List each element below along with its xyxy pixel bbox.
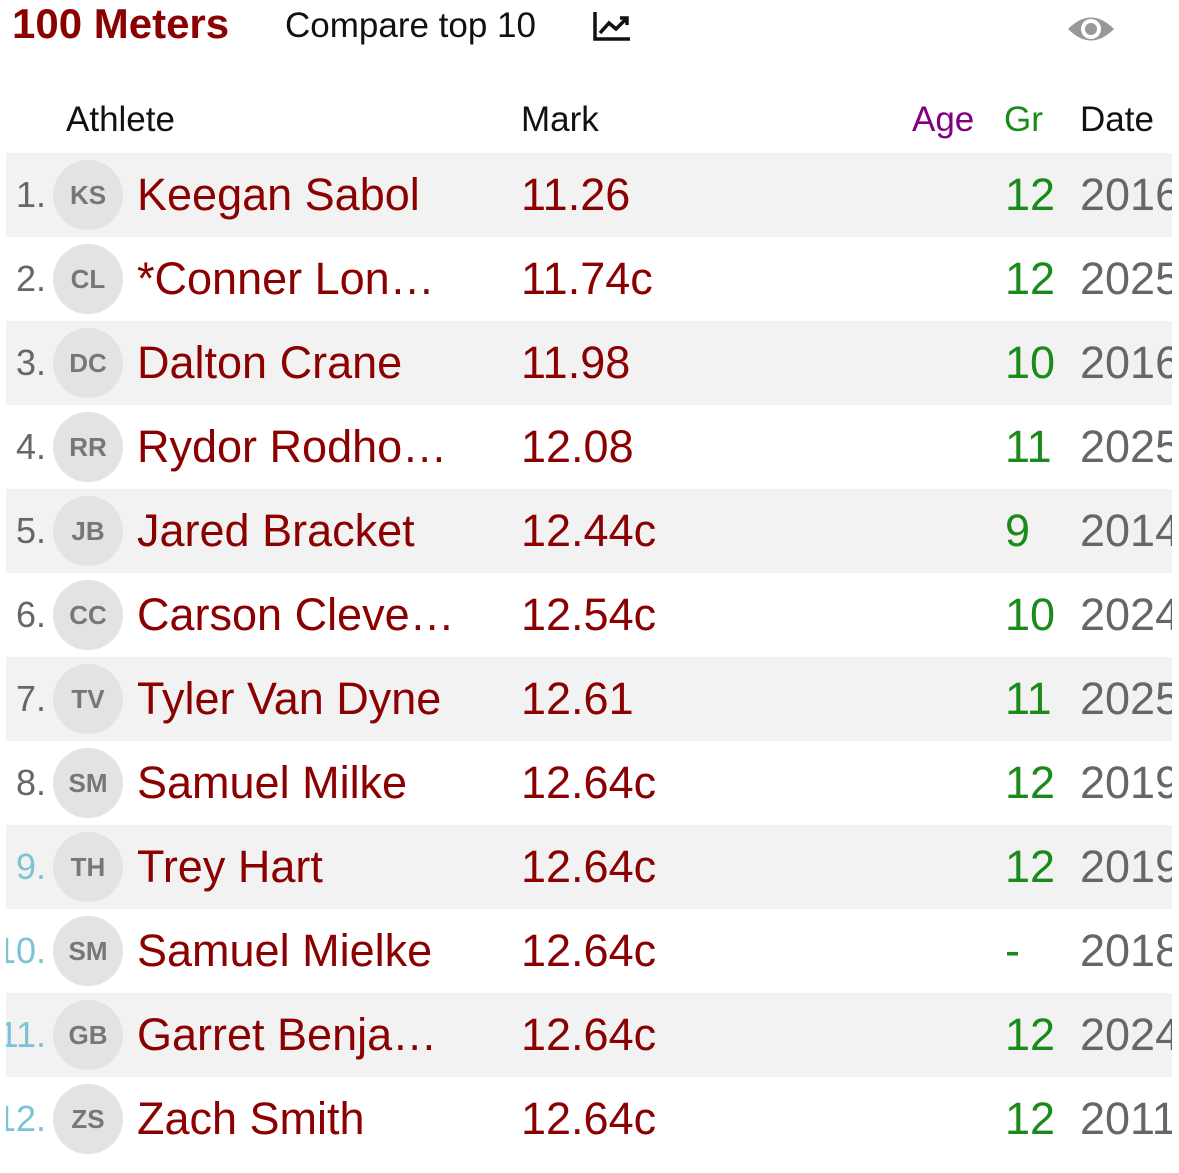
grade: 10 xyxy=(1005,589,1056,640)
athlete-name[interactable]: Jared Bracket xyxy=(137,505,415,556)
rank: 8. xyxy=(15,762,46,803)
mark: 12.64c xyxy=(521,925,657,976)
table-row[interactable]: 2. CL *Conner Lon… 11.74c 12 2025 xyxy=(6,237,1172,321)
avatar-initials: CC xyxy=(53,580,123,650)
rank: 7. xyxy=(15,678,46,719)
mark: 12.64c xyxy=(521,1093,657,1144)
rank: 10. xyxy=(6,930,46,971)
date: 2019 xyxy=(1080,757,1172,808)
date: 2019 xyxy=(1080,841,1172,892)
visibility-icon[interactable] xyxy=(1066,12,1116,46)
avatar-initials: JB xyxy=(53,496,123,566)
mark: 12.44c xyxy=(521,505,657,556)
athlete-name[interactable]: Carson Cleve… xyxy=(137,589,455,640)
table-row[interactable]: 8. SM Samuel Milke 12.64c 12 2019 xyxy=(6,741,1172,825)
rank: 5. xyxy=(15,510,46,551)
avatar-initials: SM xyxy=(53,916,123,986)
mark: 12.08 xyxy=(521,421,634,472)
grade: 12 xyxy=(1005,169,1056,220)
avatar-initials: SM xyxy=(53,748,123,818)
avatar-initials: GB xyxy=(53,1000,123,1070)
avatar-initials: CL xyxy=(53,244,123,314)
athlete-name[interactable]: Samuel Milke xyxy=(137,757,408,808)
rank: 4. xyxy=(15,426,46,467)
compare-link[interactable]: Compare top 10 xyxy=(285,6,536,45)
column-header[interactable]: Date xyxy=(1080,100,1154,139)
rank: 3. xyxy=(15,342,46,383)
date: 2018 xyxy=(1080,925,1172,976)
date: 2025 xyxy=(1080,421,1172,472)
avatar-initials: TH xyxy=(53,832,123,902)
avatar-initials: ZS xyxy=(53,1084,123,1154)
grade: 12 xyxy=(1005,253,1056,304)
column-header: Athlete xyxy=(66,100,175,139)
rank: 9. xyxy=(15,846,46,887)
athlete-name[interactable]: *Conner Lon… xyxy=(137,253,435,304)
athlete-name[interactable]: Rydor Rodho… xyxy=(137,421,448,472)
date: 2025 xyxy=(1080,673,1172,724)
rank: 11. xyxy=(6,1014,46,1055)
grade: 12 xyxy=(1005,1009,1056,1060)
grade: 12 xyxy=(1005,841,1056,892)
grade: 10 xyxy=(1005,337,1056,388)
mark: 12.64c xyxy=(521,841,657,892)
date: 2011 xyxy=(1080,1093,1172,1144)
column-header[interactable]: Age xyxy=(912,100,975,139)
athlete-name[interactable]: Dalton Crane xyxy=(137,337,403,388)
mark: 11.74c xyxy=(521,253,653,304)
athlete-name[interactable]: Garret Benja… xyxy=(137,1009,438,1060)
date: 2024 xyxy=(1080,589,1172,640)
date: 2025 xyxy=(1080,253,1172,304)
athlete-name[interactable]: Keegan Sabol xyxy=(137,169,420,220)
grade: - xyxy=(1005,925,1020,976)
avatar-initials: RR xyxy=(53,412,123,482)
table-row[interactable]: 4. RR Rydor Rodho… 12.08 11 2025 xyxy=(6,405,1172,489)
grade: 9 xyxy=(1005,505,1031,556)
date: 2024 xyxy=(1080,1009,1172,1060)
table-row[interactable]: 11.GB Garret Benja… 12.64c 12 2024 xyxy=(6,993,1172,1077)
rank: 12. xyxy=(6,1098,46,1139)
table-row[interactable]: 1. KS Keegan Sabol 11.26 12 2016 xyxy=(6,153,1172,237)
table-row[interactable]: 6. CC Carson Cleve… 12.54c 10 2024 xyxy=(6,573,1172,657)
avatar-initials: KS xyxy=(53,160,123,230)
athlete-name[interactable]: Zach Smith xyxy=(137,1093,365,1144)
table-row[interactable]: 12.ZS Zach Smith 12.64c 12 2011 xyxy=(6,1077,1172,1161)
grade: 11 xyxy=(1005,421,1052,472)
avatar-initials: TV xyxy=(53,664,123,734)
table-row[interactable]: 5. JB Jared Bracket 12.44c 9 2014 xyxy=(6,489,1172,573)
date: 2016 xyxy=(1080,337,1172,388)
date: 2014 xyxy=(1080,505,1172,556)
rank: 6. xyxy=(15,594,46,635)
grade: 12 xyxy=(1005,1093,1056,1144)
grade: 12 xyxy=(1005,757,1056,808)
athlete-name[interactable]: Tyler Van Dyne xyxy=(137,673,442,724)
athlete-name[interactable]: Trey Hart xyxy=(137,841,323,892)
mark: 12.54c xyxy=(521,589,657,640)
rank: 2. xyxy=(15,258,46,299)
chart-icon[interactable] xyxy=(592,10,632,42)
table-row[interactable]: 9. TH Trey Hart 12.64c 12 2019 xyxy=(6,825,1172,909)
mark: 12.64c xyxy=(521,757,657,808)
table-row[interactable]: 7. TV Tyler Van Dyne 12.61 11 2025 xyxy=(6,657,1172,741)
table-row[interactable]: 3. DC Dalton Crane 11.98 10 2016 xyxy=(6,321,1172,405)
avatar-initials: DC xyxy=(53,328,123,398)
mark: 12.64c xyxy=(521,1009,657,1060)
date: 2016 xyxy=(1080,169,1172,220)
rank: 1. xyxy=(15,174,46,215)
grade: 11 xyxy=(1005,673,1052,724)
column-header[interactable]: Gr xyxy=(1004,100,1043,139)
athlete-name[interactable]: Samuel Mielke xyxy=(137,925,433,976)
column-header[interactable]: Mark xyxy=(521,100,599,139)
table-row[interactable]: 10.SM Samuel Mielke 12.64c - 2018 xyxy=(6,909,1172,993)
mark: 11.98 xyxy=(521,337,631,388)
mark: 11.26 xyxy=(521,169,631,220)
page-title: 100 Meters xyxy=(12,0,230,47)
mark: 12.61 xyxy=(521,673,634,724)
